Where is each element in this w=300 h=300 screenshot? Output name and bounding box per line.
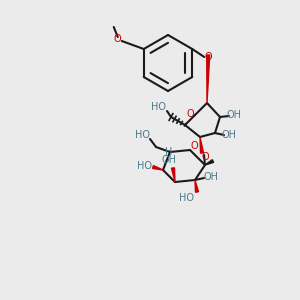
Text: O: O <box>190 141 198 151</box>
Text: O: O <box>114 34 122 44</box>
Text: O: O <box>201 152 209 162</box>
Text: HO: HO <box>152 102 166 112</box>
Polygon shape <box>200 137 203 153</box>
Text: OH: OH <box>226 110 242 120</box>
Text: HO: HO <box>134 130 149 140</box>
Polygon shape <box>195 180 199 192</box>
Polygon shape <box>153 166 163 170</box>
Text: H: H <box>165 147 173 157</box>
Text: O: O <box>204 52 212 62</box>
Polygon shape <box>172 168 175 182</box>
Text: HO: HO <box>179 193 194 203</box>
Text: OH: OH <box>221 130 236 140</box>
Text: O: O <box>186 109 194 119</box>
Text: OH: OH <box>161 155 176 165</box>
Polygon shape <box>205 160 214 165</box>
Polygon shape <box>207 55 210 103</box>
Text: OH: OH <box>203 172 218 182</box>
Text: HO: HO <box>137 161 152 171</box>
